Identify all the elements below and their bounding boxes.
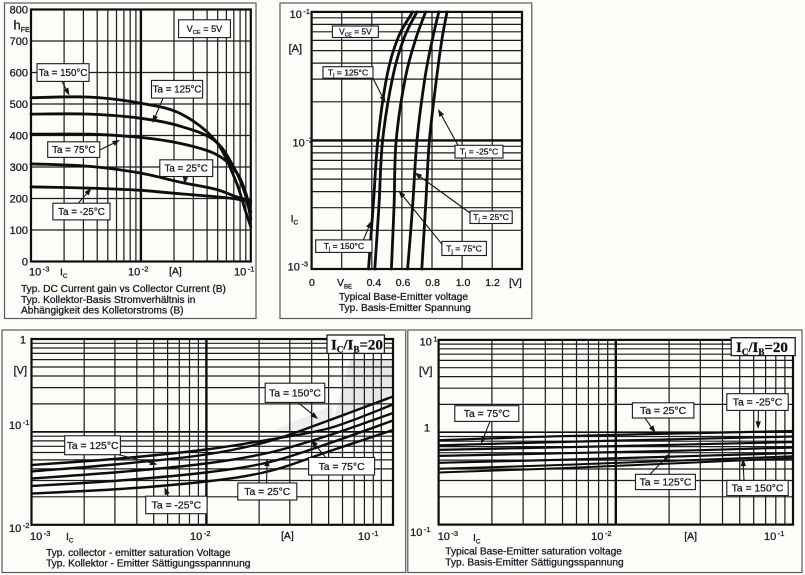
svg-text:Ta = -25°C: Ta = -25°C — [58, 207, 105, 218]
svg-text:Typical Base-Emitter voltage: Typical Base-Emitter voltage — [339, 292, 468, 303]
svg-text:10-3: 10 -3 — [30, 529, 50, 543]
svg-text:Typ. Basis-Emitter Spannung: Typ. Basis-Emitter Spannung — [339, 303, 471, 314]
svg-text:300: 300 — [10, 162, 28, 174]
svg-text:500: 500 — [10, 99, 28, 111]
svg-text:1: 1 — [424, 423, 430, 435]
svg-text:[A]: [A] — [281, 530, 294, 542]
svg-text:Tj = 25°C: Tj = 25°C — [473, 212, 509, 224]
svg-text:Tj = -25°C: Tj = -25°C — [460, 147, 498, 159]
svg-text:Typ. Kollektor-Basis Stromverh: Typ. Kollektor-Basis Stromverhältnis in — [21, 295, 195, 306]
svg-text:Tj = 125°C: Tj = 125°C — [328, 67, 368, 79]
svg-text:0.6: 0.6 — [396, 277, 411, 289]
svg-text:Ta = 125°C: Ta = 125°C — [640, 478, 692, 489]
svg-text:10-2: 10 -2 — [9, 521, 29, 535]
svg-text:IC: IC — [473, 532, 481, 546]
svg-text:Tj = 75°C: Tj = 75°C — [446, 243, 482, 255]
svg-text:10-1: 10 -1 — [358, 529, 378, 543]
svg-text:400: 400 — [10, 130, 28, 142]
svg-text:10-3: 10 -3 — [288, 259, 308, 273]
svg-text:Typ. DC Current gain vs Collec: Typ. DC Current gain vs Collector Curren… — [21, 284, 226, 295]
svg-text:10-1: 10 -1 — [290, 7, 310, 21]
svg-text:1.2: 1.2 — [485, 277, 500, 289]
svg-text:100: 100 — [10, 225, 28, 237]
svg-text:200: 200 — [10, 193, 28, 205]
svg-text:600: 600 — [10, 67, 28, 79]
svg-text:0.4: 0.4 — [367, 277, 382, 289]
svg-text:0: 0 — [22, 256, 28, 268]
svg-text:hFE: hFE — [14, 18, 31, 35]
svg-text:Ta = 75°C: Ta = 75°C — [464, 409, 511, 420]
svg-text:1: 1 — [20, 335, 26, 347]
svg-text:Typ. collector - emitter satur: Typ. collector - emitter saturation Volt… — [46, 548, 231, 559]
svg-text:Ta = 150°C: Ta = 150°C — [732, 484, 784, 495]
svg-text:IC/IB=20: IC/IB=20 — [736, 340, 788, 357]
svg-text:[A]: [A] — [684, 531, 697, 543]
svg-text:10-3: 10 -3 — [438, 529, 458, 543]
svg-text:Ta = 75°C: Ta = 75°C — [52, 145, 95, 156]
svg-text:[A]: [A] — [169, 266, 182, 278]
svg-text:Ta = -25°C: Ta = -25°C — [152, 501, 202, 512]
svg-text:Abhängigkeit des Kolletorstrom: Abhängigkeit des Kolletorstroms (B) — [21, 306, 184, 317]
svg-text:[V]: [V] — [14, 365, 27, 377]
svg-text:IC: IC — [66, 531, 74, 545]
svg-text:10-2: 10 -2 — [591, 529, 611, 543]
svg-text:10-2: 10 -2 — [293, 135, 313, 149]
svg-text:IC: IC — [291, 213, 299, 227]
svg-text:IC: IC — [60, 267, 68, 281]
svg-text:1.0: 1.0 — [456, 277, 471, 289]
svg-text:Typ. Basis-Emitter Sättigungss: Typ. Basis-Emitter Sättigungsspannung — [445, 557, 624, 568]
svg-text:[V]: [V] — [419, 365, 432, 377]
svg-text:IC/IB=20: IC/IB=20 — [331, 338, 383, 355]
svg-text:Typ. Kollektor - Emitter Sätti: Typ. Kollektor - Emitter Sättigungsspann… — [46, 559, 251, 570]
svg-text:VBE: VBE — [337, 277, 352, 291]
svg-text:Ta = 25°C: Ta = 25°C — [244, 487, 291, 498]
svg-text:Ta = -25°C: Ta = -25°C — [733, 398, 783, 409]
svg-text:0.8: 0.8 — [425, 277, 440, 289]
svg-text:Ta = 75°C: Ta = 75°C — [319, 462, 366, 473]
svg-text:[A]: [A] — [289, 43, 302, 55]
svg-text:10-1: 10 -1 — [764, 529, 784, 543]
svg-text:Ta = 125°C: Ta = 125°C — [153, 85, 202, 96]
svg-text:10-2: 10 -2 — [190, 529, 210, 543]
svg-text:101: 10 1 — [420, 337, 438, 349]
svg-text:10-2: 10 -2 — [128, 264, 148, 278]
svg-text:10-3: 10 -3 — [29, 264, 49, 278]
svg-text:10-1: 10 -1 — [410, 525, 430, 539]
svg-text:700: 700 — [10, 36, 28, 48]
svg-text:10-1: 10 -1 — [234, 264, 254, 278]
svg-text:10-1: 10 -1 — [9, 418, 29, 432]
svg-text:[V]: [V] — [509, 277, 522, 289]
svg-text:800: 800 — [10, 4, 28, 16]
svg-text:Tj = 150°C: Tj = 150°C — [324, 241, 364, 253]
svg-text:Ta = 25°C: Ta = 25°C — [640, 406, 687, 417]
svg-text:Typical Base-Emitter saturatio: Typical Base-Emitter saturation voltage — [445, 547, 622, 558]
svg-text:Ta = 150°C: Ta = 150°C — [269, 388, 321, 399]
svg-text:Ta = 150°C: Ta = 150°C — [39, 68, 88, 79]
svg-text:0: 0 — [309, 277, 315, 289]
svg-text:Ta = 125°C: Ta = 125°C — [67, 441, 119, 452]
svg-text:Ta = 25°C: Ta = 25°C — [164, 164, 207, 175]
